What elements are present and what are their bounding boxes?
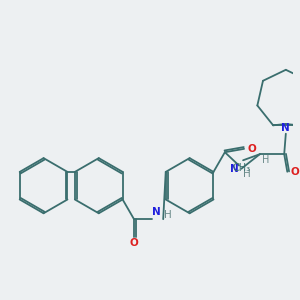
Text: H: H bbox=[243, 169, 250, 179]
Text: O: O bbox=[248, 144, 256, 154]
Text: N: N bbox=[230, 164, 239, 174]
Text: CH₃: CH₃ bbox=[232, 164, 250, 173]
Text: H: H bbox=[164, 210, 171, 220]
Text: H: H bbox=[262, 155, 269, 165]
Text: O: O bbox=[290, 167, 299, 177]
Text: O: O bbox=[130, 238, 138, 248]
Text: N: N bbox=[281, 123, 290, 133]
Text: N: N bbox=[152, 207, 161, 217]
